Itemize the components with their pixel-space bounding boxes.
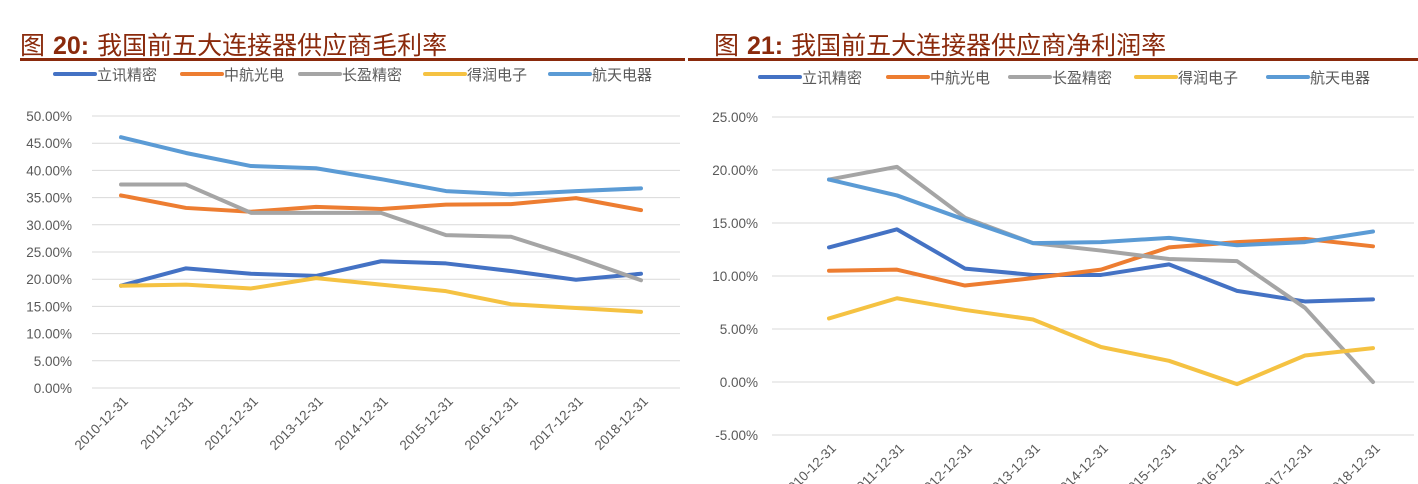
- y-tick-label: 0.00%: [720, 375, 758, 390]
- legend-label: 航天电器: [1310, 70, 1370, 87]
- x-tick-label: 2011-12-31: [848, 441, 907, 484]
- y-tick-label: 50.00%: [26, 109, 72, 124]
- x-tick-label: 2016-12-31: [462, 394, 521, 453]
- x-tick-label: 2013-12-31: [267, 394, 326, 453]
- legend-label: 中航光电: [224, 67, 284, 84]
- y-tick-label: 40.00%: [26, 163, 72, 178]
- series-line-5: [119, 135, 643, 197]
- series-line-1: [119, 259, 643, 288]
- x-tick-label: 2017-12-31: [1256, 441, 1315, 484]
- y-tick-label: 10.00%: [26, 327, 72, 342]
- series-line-2: [827, 236, 1375, 288]
- x-tick-label: 2011-12-31: [137, 394, 196, 453]
- legend-label: 中航光电: [930, 70, 990, 87]
- y-tick-label: 15.00%: [712, 216, 758, 231]
- legend-label: 长盈精密: [1052, 70, 1112, 87]
- y-tick-label: 15.00%: [26, 299, 72, 314]
- x-tick-label: 2018-12-31: [592, 394, 651, 453]
- x-tick-label: 2012-12-31: [916, 441, 975, 484]
- legend-label: 立讯精密: [97, 67, 157, 84]
- x-tick-label: 2017-12-31: [527, 394, 586, 453]
- legend-label: 立讯精密: [802, 70, 862, 87]
- legend-label: 长盈精密: [342, 67, 402, 84]
- x-tick-label: 2014-12-31: [332, 394, 391, 453]
- title-rule: [20, 58, 685, 61]
- y-tick-label: 0.00%: [34, 381, 72, 396]
- y-tick-label: 30.00%: [26, 218, 72, 233]
- x-tick-label: 2013-12-31: [984, 441, 1043, 484]
- y-tick-label: -5.00%: [715, 428, 758, 443]
- x-tick-label: 2014-12-31: [1052, 441, 1111, 484]
- y-tick-label: 20.00%: [712, 163, 758, 178]
- chart-2-title: 图 21: 我国前五大连接器供应商净利润率: [714, 26, 1166, 62]
- x-tick-label: 2015-12-31: [397, 394, 456, 453]
- x-tick-label: 2010-12-31: [72, 394, 131, 453]
- figure-number: 21:: [746, 32, 784, 60]
- figure-title: 我国前五大连接器供应商毛利率: [97, 31, 448, 60]
- y-tick-label: 25.00%: [26, 245, 72, 260]
- x-tick-label: 2018-12-31: [1324, 441, 1383, 484]
- legend-label: 得润电子: [1178, 70, 1238, 87]
- x-tick-label: 2010-12-31: [780, 441, 839, 484]
- y-tick-label: 25.00%: [712, 110, 758, 125]
- y-tick-label: 20.00%: [26, 272, 72, 287]
- y-tick-label: 45.00%: [26, 136, 72, 151]
- legend-label: 得润电子: [467, 67, 527, 84]
- x-tick-label: 2015-12-31: [1120, 441, 1179, 484]
- figure-label: 图: [20, 31, 46, 60]
- figure-number: 20:: [52, 32, 90, 60]
- title-rule: [688, 58, 1418, 61]
- x-tick-label: 2016-12-31: [1188, 441, 1247, 484]
- y-tick-label: 10.00%: [712, 269, 758, 284]
- figure-label: 图: [714, 31, 740, 60]
- chart-1-title: 图 20: 我国前五大连接器供应商毛利率: [20, 26, 447, 62]
- y-tick-label: 5.00%: [720, 322, 758, 337]
- y-tick-label: 5.00%: [34, 354, 72, 369]
- figure-title: 我国前五大连接器供应商净利润率: [791, 31, 1167, 60]
- legend-label: 航天电器: [592, 67, 652, 84]
- x-tick-label: 2012-12-31: [202, 394, 261, 453]
- series-line-4: [827, 296, 1375, 387]
- y-tick-label: 35.00%: [26, 191, 72, 206]
